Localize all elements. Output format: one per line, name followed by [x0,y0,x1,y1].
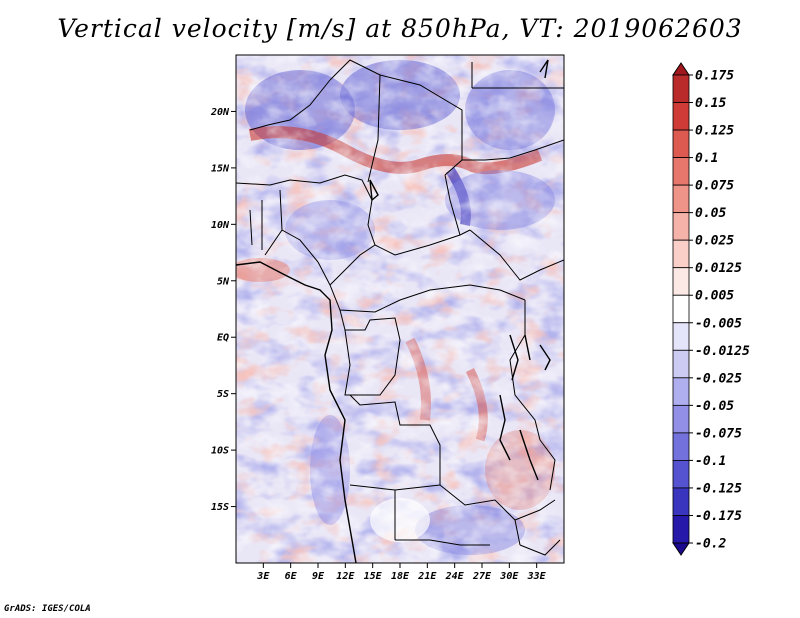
lon-tick-label: 12E [336,571,355,582]
boundary-sudan-north [462,139,564,161]
boundary-tanzania [539,439,556,491]
lat-tick-label: 10N [211,220,230,231]
colorbar-label: -0.025 [695,371,742,386]
colorbar-label: 0.15 [695,96,726,111]
lat-tick-label: 15S [211,502,229,513]
colorbar-segment [672,294,690,324]
boundary-egypt [471,62,564,89]
colorbar-label: -0.1 [695,454,726,469]
lon-tick-label: 6E [285,571,298,582]
colorbar-label: -0.0125 [695,344,750,359]
longitude-axis: 3E 6E 9E 12E 15E 18E 21E 24E 27E 30E 33E [256,563,547,582]
boundary-south-sudan [469,229,564,281]
lat-tick-label: EQ [217,333,229,344]
lat-tick-label: 10S [211,446,229,457]
lon-tick-label: 24E [445,571,465,582]
lake-chad [369,179,379,202]
lon-tick-label: 9E [312,571,325,582]
colorbar-segment [672,515,690,544]
colorbar-label: 0.125 [695,124,734,139]
colorbar-label: -0.005 [695,316,742,331]
lon-tick-label: 30E [499,571,519,582]
boundary-cameroon [329,244,376,286]
colorbar-label: -0.175 [695,509,742,524]
boundary-central [317,261,526,313]
colorbar-label: 0.025 [695,234,734,249]
colorbar-label: 0.005 [695,289,734,304]
colorbar-label: -0.075 [695,426,742,441]
lat-tick-label: 5N [217,276,230,287]
nile-delta [539,59,549,79]
boundary-angola-drc [349,394,441,485]
lon-tick-label: 3E [256,571,270,582]
great-lakes [509,334,551,381]
colorbar-label: 0.1 [695,151,718,166]
colorbar-segment [672,349,690,379]
boundary-botswana [394,490,490,546]
lat-tick-label: 15N [211,163,230,174]
colorbar-segment [672,377,690,406]
colorbar-label: 0.0125 [695,261,742,276]
lat-tick-label: 5S [217,389,229,400]
colorbar-segment [672,404,690,434]
country-boundaries [236,59,564,556]
colorbar-segment [672,322,690,351]
colorbar: 0.175 0.15 0.125 0.1 0.075 0.05 0.025 0.0125 0.0… [672,62,750,556]
colorbar-label: 0.05 [695,206,726,221]
boundary-zimbabwe [514,499,561,556]
colorbar-segment [672,129,690,158]
colorbar-segment [672,157,690,186]
lat-tick-label: 20N [210,107,230,118]
colorbar-segment [672,184,690,214]
colorbar-label: -0.125 [695,481,742,496]
atlantic-coastline [236,261,357,563]
boundary-west-africa [264,189,319,263]
colorbar-segment [672,212,690,241]
colorbar-top-arrow [672,62,690,76]
colorbar-segment [672,432,690,461]
colorbar-label: -0.2 [695,537,726,552]
colorbar-segment [672,102,690,131]
colorbar-segment [672,239,690,269]
colorbar-segment [672,487,690,516]
latitude-axis: 20N 15N 10N 5N EQ 5S 10S 15S [210,107,236,513]
boundary-gabon [344,329,401,396]
boundary-chad-sudan [444,174,461,236]
colorbar-label: -0.05 [695,399,734,414]
colorbar-segment [672,460,690,489]
colorbar-label: 0.075 [695,179,734,194]
velocity-field [236,55,564,563]
boundary-algeria-mali [249,79,331,131]
boundary-congo [339,309,401,341]
map-title: Vertical velocity [m/s] at 850hPa, VT: 2… [57,14,743,43]
lon-tick-label: 33E [527,571,547,582]
boundary-niger-chad [367,74,381,183]
colorbar-bottom-arrow [672,542,690,556]
lon-tick-label: 15E [364,571,383,582]
colorbar-segment [672,74,690,103]
lon-tick-label: 21E [417,571,437,582]
contour-texture [236,55,564,563]
lon-tick-label: 18E [391,571,410,582]
coastlines [236,59,551,563]
grads-credit: GrADS: IGES/COLA [4,604,91,614]
colorbar-segment [672,267,690,296]
boundary-benin-togo [249,200,263,250]
boundary-zambia [439,484,521,546]
rift-lakes [499,394,539,481]
colorbar-label: 0.175 [695,69,734,84]
lon-tick-label: 27E [472,571,492,582]
